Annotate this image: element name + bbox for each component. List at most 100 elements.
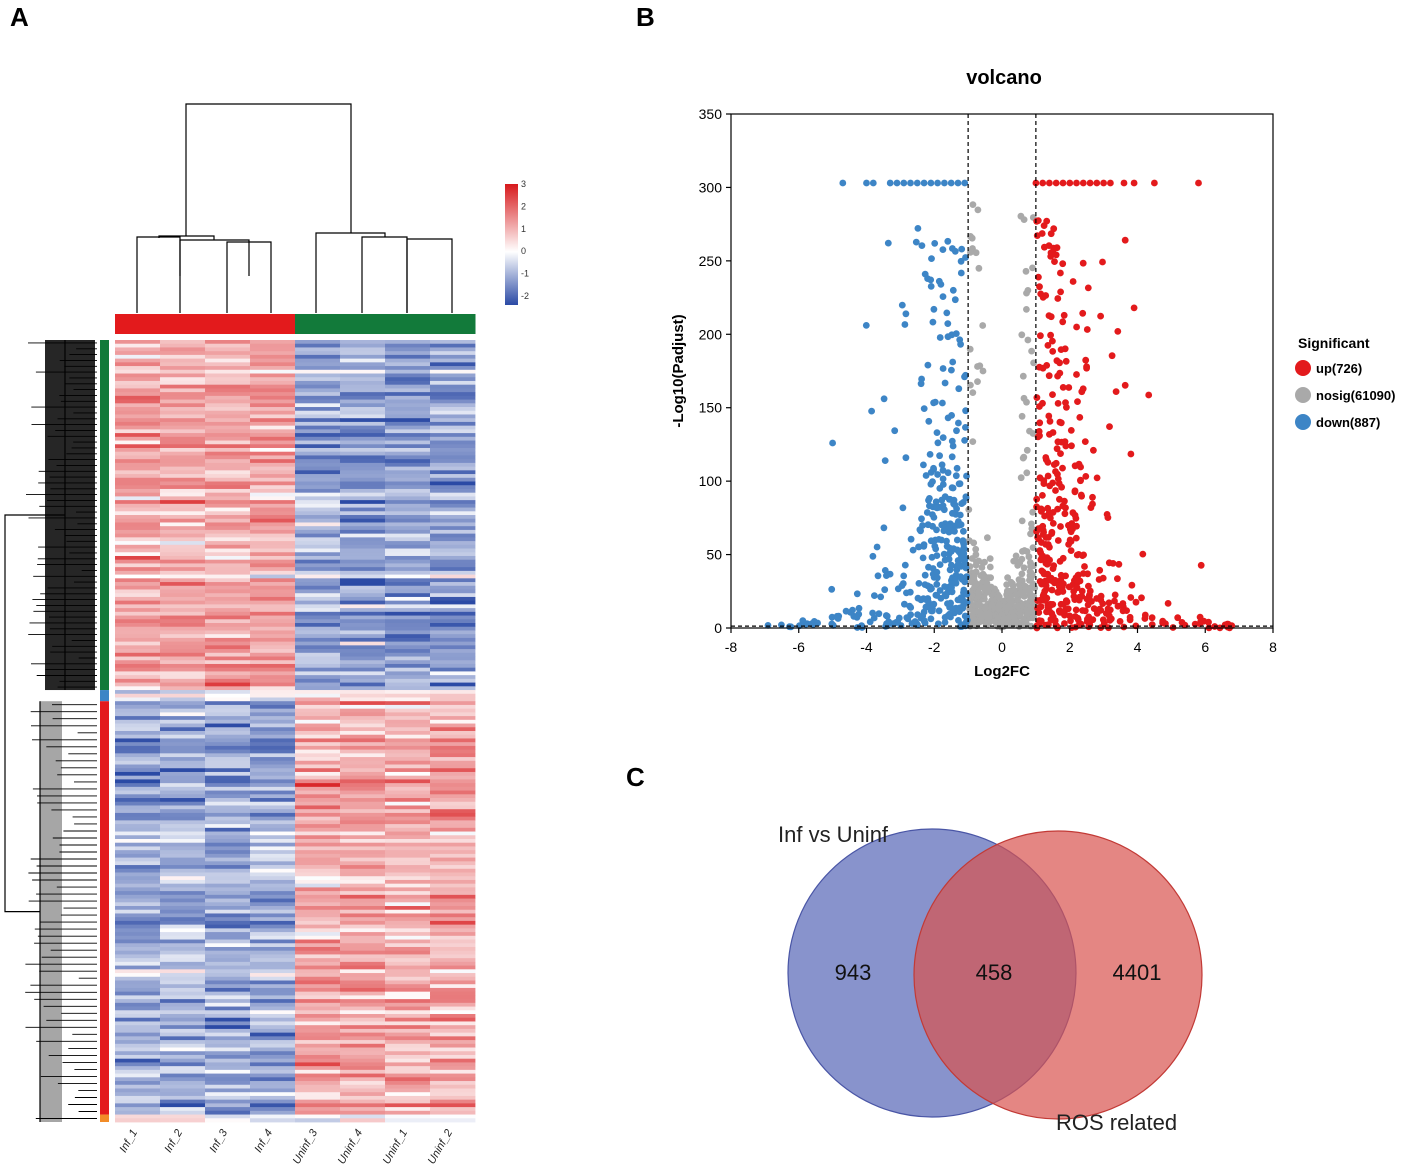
heatmap-cell xyxy=(430,470,476,475)
heatmap-cell xyxy=(385,354,431,360)
heatmap-cell xyxy=(385,995,431,1000)
heatmap-cell xyxy=(250,686,296,691)
heatmap-cell xyxy=(205,812,251,818)
heatmap-cell xyxy=(430,641,476,646)
heatmap-cell xyxy=(160,682,206,687)
heatmap-cell xyxy=(250,1088,296,1093)
heatmap-cell xyxy=(295,660,341,665)
heatmap-cell xyxy=(295,567,341,572)
heatmap-cell xyxy=(340,805,386,810)
heatmap-cell xyxy=(340,652,386,657)
heatmap-cell xyxy=(115,596,161,602)
venn-count-inf-only: 943 xyxy=(835,960,872,985)
heatmap-cell xyxy=(385,645,431,650)
volcano-point-up xyxy=(1106,423,1113,430)
heatmap-cell xyxy=(115,954,161,959)
heatmap-cell xyxy=(295,835,341,840)
heatmap-cell xyxy=(295,354,341,360)
heatmap-cell xyxy=(250,1084,296,1089)
x-tick-label: 8 xyxy=(1269,639,1277,655)
heatmap-cell xyxy=(295,392,341,397)
heatmap-cell xyxy=(160,697,206,702)
heatmap-cell xyxy=(205,760,251,765)
heatmap-cell xyxy=(115,1118,161,1123)
heatmap-cell xyxy=(250,675,296,680)
heatmap-cell xyxy=(160,425,206,430)
heatmap-cell xyxy=(205,589,251,594)
volcano-point-nosig xyxy=(975,588,983,596)
heatmap-cell xyxy=(160,567,206,572)
volcano-point-down xyxy=(796,622,803,630)
heatmap-cell xyxy=(340,887,386,892)
heatmap-cell xyxy=(250,950,296,955)
heatmap-cell xyxy=(295,712,341,717)
heatmap-cell xyxy=(430,608,476,613)
gene-cluster-minor xyxy=(100,690,109,702)
heatmap-cell xyxy=(115,544,161,549)
volcano-point-nosig xyxy=(981,558,988,566)
heatmap-cell xyxy=(295,887,341,892)
heatmap-cell xyxy=(115,701,161,706)
heatmap-cell xyxy=(295,1006,341,1011)
heatmap-cell xyxy=(115,649,161,654)
heatmap-cell xyxy=(250,846,296,851)
heatmap-cell xyxy=(340,801,386,806)
colorbar-tick-label: 1 xyxy=(521,224,526,234)
heatmap-cell xyxy=(250,1058,296,1063)
heatmap-cell xyxy=(250,898,296,903)
heatmap-cell xyxy=(430,943,476,948)
volcano-point-nosig xyxy=(997,623,1005,631)
heatmap-cell xyxy=(340,459,386,464)
heatmap-cell xyxy=(205,894,251,899)
heatmap-cell xyxy=(250,384,296,389)
heatmap-cell xyxy=(205,678,251,683)
heatmap-cell xyxy=(250,1002,296,1007)
heatmap-cell xyxy=(385,1081,431,1086)
heatmap-cell xyxy=(295,343,341,348)
heatmap-cell xyxy=(115,589,161,594)
heatmap-cell xyxy=(430,678,476,683)
heatmap-cell xyxy=(430,708,476,713)
heatmap-cell xyxy=(115,656,161,661)
heatmap-cell xyxy=(430,738,476,743)
heatmap-cell xyxy=(115,604,161,609)
heatmap-cell xyxy=(385,1099,431,1104)
volcano-point-down xyxy=(939,466,947,474)
volcano-point-up xyxy=(1040,222,1048,230)
heatmap-cell xyxy=(115,913,161,918)
heatmap-cell xyxy=(160,529,206,535)
heatmap-cell xyxy=(295,701,341,706)
heatmap-cell xyxy=(430,410,476,415)
heatmap-cell xyxy=(250,485,296,490)
heatmap-cell xyxy=(205,496,251,501)
heatmap-cell xyxy=(430,768,476,773)
heatmap-cell xyxy=(250,630,296,635)
heatmap-cell xyxy=(160,950,206,955)
group-bar-uninf-2 xyxy=(430,314,476,334)
heatmap-cell xyxy=(295,488,341,494)
heatmap-cell xyxy=(385,1084,431,1089)
heatmap-cell xyxy=(115,816,161,821)
volcano-point-up xyxy=(1078,587,1086,595)
heatmap-cell xyxy=(115,425,161,430)
volcano-point-down xyxy=(947,179,955,187)
heatmap-cell xyxy=(250,1006,296,1011)
heatmap-cell xyxy=(385,999,431,1004)
heatmap-cell xyxy=(250,965,296,970)
volcano-point-down xyxy=(951,247,959,255)
heatmap-cell xyxy=(250,574,296,579)
volcano-point-nosig xyxy=(1014,602,1022,610)
heatmap-cell xyxy=(340,790,386,795)
heatmap-cell xyxy=(385,771,431,777)
heatmap-cell xyxy=(430,682,476,687)
heatmap-cell xyxy=(205,455,251,460)
volcano-point-up xyxy=(1077,463,1084,471)
volcano-point-down xyxy=(957,573,964,581)
heatmap-cell xyxy=(385,619,431,624)
heatmap-cell xyxy=(430,1073,476,1078)
heatmap-cell xyxy=(250,544,296,549)
volcano-point-up xyxy=(1071,488,1079,496)
heatmap-cell xyxy=(385,500,431,505)
volcano-point-up xyxy=(1047,514,1054,522)
heatmap-cell xyxy=(250,366,296,371)
